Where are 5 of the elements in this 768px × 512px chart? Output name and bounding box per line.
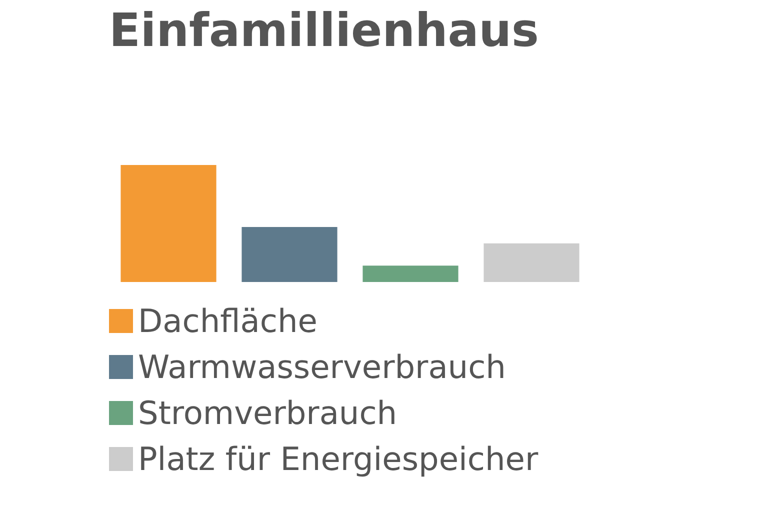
legend-label: Platz für Energiespeicher xyxy=(138,440,539,478)
chart-title: Einfamillienhaus xyxy=(109,3,539,57)
legend-label: Warmwasserverbrauch xyxy=(138,348,506,386)
legend-label: Stromverbrauch xyxy=(138,394,398,432)
legend-label: Dachfläche xyxy=(138,302,318,340)
